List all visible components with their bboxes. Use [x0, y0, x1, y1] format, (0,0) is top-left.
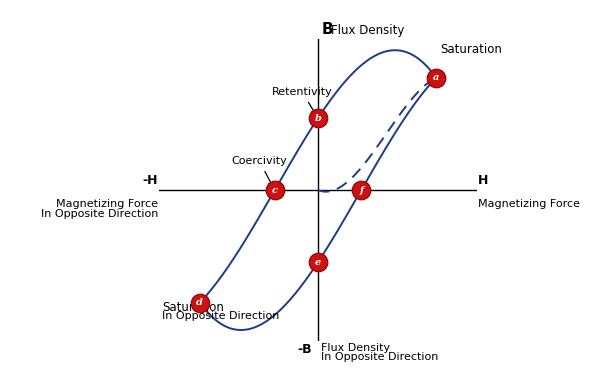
Text: c: c	[272, 185, 278, 195]
Text: b: b	[314, 114, 322, 123]
Text: Saturation: Saturation	[440, 43, 502, 56]
Text: H: H	[478, 174, 488, 187]
Text: Flux Density: Flux Density	[321, 343, 390, 353]
Text: Flux Density: Flux Density	[331, 24, 404, 37]
Text: In Opposite Direction: In Opposite Direction	[163, 311, 280, 321]
Point	[431, 74, 441, 81]
Point	[195, 300, 205, 306]
Point	[313, 259, 323, 265]
Text: Saturation: Saturation	[163, 301, 224, 314]
Text: -H: -H	[143, 174, 158, 187]
Text: Magnetizing Force: Magnetizing Force	[56, 199, 158, 209]
Text: e: e	[315, 258, 321, 267]
Text: Retentivity: Retentivity	[272, 87, 332, 114]
Point	[270, 187, 280, 193]
Text: f: f	[359, 185, 364, 195]
Text: In Opposite Direction: In Opposite Direction	[321, 352, 438, 362]
Text: B: B	[322, 23, 333, 37]
Point	[356, 187, 366, 193]
Text: Magnetizing Force: Magnetizing Force	[478, 199, 580, 209]
Text: Coercivity: Coercivity	[232, 156, 287, 186]
Point	[313, 115, 323, 121]
Text: d: d	[196, 298, 203, 307]
Text: -B: -B	[298, 343, 312, 356]
Text: In Opposite Direction: In Opposite Direction	[41, 209, 158, 219]
Text: a: a	[433, 73, 439, 82]
